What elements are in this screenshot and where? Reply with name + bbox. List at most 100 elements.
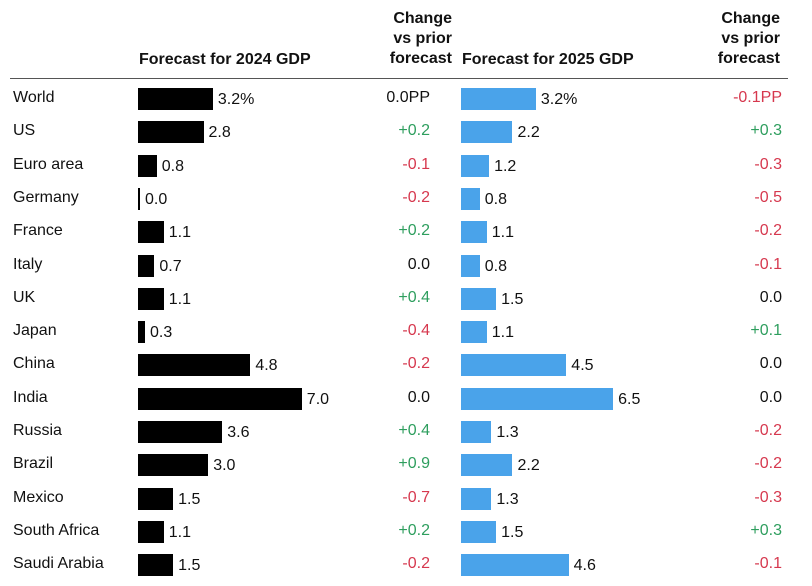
country-label: UK — [13, 288, 36, 306]
bar-2025 — [461, 454, 513, 477]
table-row: Germany 0.0 -0.2 0.8 -0.5 — [0, 182, 812, 215]
header-change-2025: Change vs prior forecast — [688, 9, 780, 69]
table-row: Saudi Arabia 1.5 -0.2 4.6 -0.1 — [0, 548, 812, 581]
change-2025: +0.3 — [750, 521, 782, 539]
header-change-2024: Change vs prior forecast — [360, 9, 452, 69]
value-label-2024: 3.0 — [213, 457, 236, 475]
value-label-2024: 1.5 — [178, 557, 201, 575]
bar-2025 — [461, 421, 492, 443]
table-row: South Africa 1.1 +0.2 1.5 +0.3 — [0, 515, 812, 548]
change-2025: -0.3 — [754, 155, 782, 173]
change-2024: +0.4 — [398, 288, 430, 306]
table-row: France 1.1 +0.2 1.1 -0.2 — [0, 215, 812, 248]
header-forecast-2024: Forecast for 2024 GDP — [139, 51, 311, 68]
bar-2024 — [138, 454, 209, 477]
change-2025: -0.1 — [754, 555, 782, 573]
bar-2024 — [138, 154, 157, 177]
value-label-2025: 2.2 — [517, 124, 540, 142]
value-label-2024: 0.7 — [159, 257, 182, 275]
bar-2024 — [138, 187, 140, 210]
country-label: South Africa — [13, 521, 100, 539]
change-2024: -0.2 — [402, 355, 430, 373]
table-row: Brazil 3.0 +0.9 2.2 -0.2 — [0, 448, 812, 481]
change-2025: 0.0 — [759, 388, 782, 406]
table-row: Japan 0.3 -0.4 1.1 +0.1 — [0, 315, 812, 348]
header-change-2025-line3: forecast — [717, 50, 780, 67]
change-2024: +0.2 — [398, 122, 430, 140]
value-label-2024: 0.0 — [145, 190, 168, 208]
value-label-2024: 0.8 — [161, 157, 184, 175]
value-label-2024: 7.0 — [306, 390, 330, 408]
value-label-2025: 1.5 — [501, 523, 524, 541]
header-forecast-2025: Forecast for 2025 GDP — [462, 51, 634, 68]
country-label: World — [13, 89, 55, 106]
bar-2025 — [461, 487, 492, 510]
bar-2024 — [138, 520, 164, 543]
country-label: Italy — [13, 255, 43, 273]
change-2024: -0.7 — [402, 488, 430, 506]
header-change-2025-line1: Change — [721, 10, 780, 27]
value-label-2025: 1.2 — [494, 157, 517, 175]
change-2025: -0.2 — [754, 455, 782, 473]
change-2025: -0.1 — [754, 255, 782, 273]
value-label-2025: 1.5 — [501, 290, 524, 308]
change-2025: +0.3 — [750, 122, 782, 140]
change-2024: -0.1 — [402, 155, 430, 173]
value-label-2024: 1.5 — [178, 490, 201, 508]
bar-2025 — [461, 520, 497, 543]
table-row: Euro area 0.8 -0.1 1.2 -0.3 — [0, 149, 812, 182]
value-label-2024: 3.6 — [227, 424, 250, 441]
change-2025: 0.0 — [759, 355, 782, 373]
change-2024: -0.2 — [402, 188, 430, 206]
table-row: Italy 0.7 0.0 0.8 -0.1 — [0, 249, 812, 282]
bar-2025 — [461, 554, 569, 577]
value-label-2025: 6.5 — [618, 390, 641, 408]
table-row: Mexico 1.5 -0.7 1.3 -0.3 — [0, 482, 812, 515]
header-change-2025-line2: vs prior — [721, 30, 780, 47]
header-change-2024-line1: Change — [393, 10, 452, 27]
value-label-2025: 0.8 — [484, 257, 507, 275]
bar-2024 — [138, 287, 164, 310]
table-row: US 2.8 +0.2 2.2 +0.3 — [0, 115, 812, 148]
value-label-2024: 1.1 — [168, 290, 191, 308]
country-label: Saudi Arabia — [13, 555, 104, 573]
bar-2024 — [138, 321, 146, 344]
country-label: Russia — [13, 422, 62, 439]
bar-2024 — [138, 554, 174, 577]
bar-2024 — [138, 487, 174, 510]
change-2025: -0.5 — [754, 188, 782, 206]
value-label-2025: 1.3 — [496, 424, 519, 441]
table-row: India 7.0 0.0 6.5 0.0 — [0, 382, 812, 415]
bar-2024 — [138, 387, 302, 410]
bar-2025 — [461, 287, 497, 310]
change-2024: -0.4 — [402, 322, 430, 340]
value-label-2024: 0.3 — [150, 324, 173, 342]
value-label-2025: 1.1 — [491, 324, 514, 342]
value-label-2025: 1.1 — [491, 224, 514, 242]
country-label: Germany — [13, 188, 79, 206]
bar-2025 — [461, 221, 487, 244]
bar-2024 — [138, 88, 213, 110]
value-label-2024: 1.1 — [168, 224, 191, 242]
bar-2024 — [138, 254, 155, 277]
bar-2024 — [138, 354, 251, 377]
value-label-2024: 1.1 — [168, 523, 191, 541]
bar-2024 — [138, 221, 164, 244]
bar-2024 — [138, 121, 204, 144]
bar-2025 — [461, 321, 487, 344]
value-label-2024: 2.8 — [208, 124, 231, 142]
change-2025: -0.1PP — [733, 89, 782, 106]
bar-2025 — [461, 387, 614, 410]
value-label-2025: 0.8 — [484, 190, 507, 208]
value-label-2025: 4.6 — [573, 557, 596, 575]
change-2024: +0.9 — [398, 455, 430, 473]
value-label-2025: 2.2 — [517, 457, 540, 475]
value-label-2025: 3.2% — [540, 91, 578, 108]
change-2025: 0.0 — [759, 288, 782, 306]
bar-2024 — [138, 421, 223, 443]
change-2024: 0.0 — [407, 388, 430, 406]
change-2024: +0.4 — [398, 422, 430, 439]
change-2025: -0.2 — [754, 422, 782, 439]
country-label: India — [13, 388, 48, 406]
